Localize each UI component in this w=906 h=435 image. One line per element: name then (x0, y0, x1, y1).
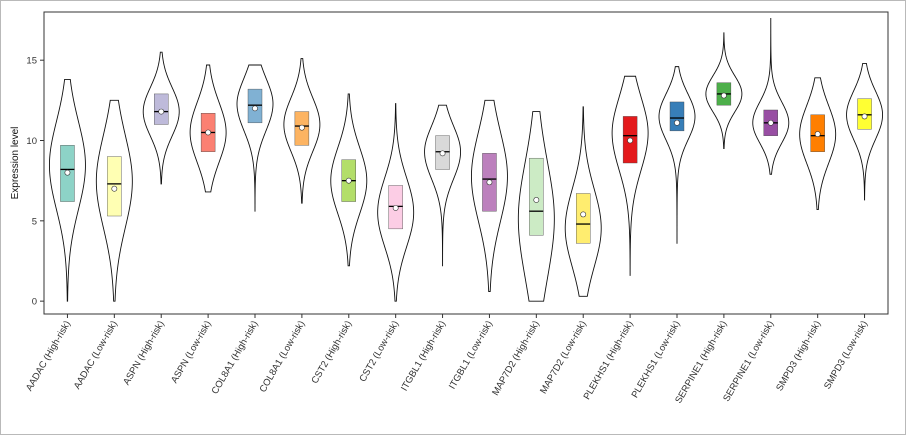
mean-point (439, 150, 446, 157)
mean-point (580, 211, 587, 218)
violin-group (799, 77, 837, 211)
violin-outline (236, 64, 274, 212)
mean-point (158, 108, 165, 115)
violin-outline (283, 58, 321, 204)
violin-outline (611, 75, 649, 276)
plot-panel (43, 11, 889, 315)
violin-outline (705, 32, 743, 149)
x-tick-label: AADAC (High-risk) (24, 319, 73, 393)
violin-outline (564, 106, 602, 297)
x-tick-label: AADAC (Low-risk) (72, 319, 120, 391)
iqr-box (669, 101, 685, 132)
violin-group (377, 103, 415, 302)
x-tick-label: ITGBL1 (High-risk) (399, 319, 448, 393)
x-tick-label: PLEKHS1 (Low-risk) (630, 319, 683, 400)
y-tick-label: 0 (32, 297, 37, 308)
x-tick-label: COL8A1 (High-risk) (210, 319, 261, 396)
violin-group (424, 104, 462, 267)
x-tick-label: SMPD3 (High-risk) (774, 319, 823, 393)
mean-point (205, 129, 212, 136)
mean-point (298, 124, 305, 131)
violin-outline (424, 104, 462, 267)
violin-group (846, 62, 884, 201)
x-tick-label: ASPN (Low-risk) (169, 319, 214, 385)
violin-group (283, 58, 321, 204)
mean-point (814, 131, 821, 137)
x-tick-label: COL8A1 (Low-risk) (258, 319, 308, 394)
violin-outline (377, 103, 415, 302)
violin-group (564, 106, 602, 297)
mean-point (533, 197, 540, 203)
mean-point (64, 169, 71, 176)
y-axis: 0 5 10 15 (26, 56, 44, 308)
violin-group (95, 99, 133, 302)
mean-point (720, 92, 727, 99)
mean-point (392, 205, 399, 211)
y-tick-label: 10 (26, 136, 37, 147)
violin-group (189, 64, 227, 193)
y-tick-label: 5 (32, 216, 37, 227)
violin-outline (658, 66, 696, 244)
x-tick-label: SERPINE1 (High-risk) (673, 319, 729, 405)
violins-layer (48, 17, 884, 302)
violin-group (330, 93, 368, 267)
violin-outline (846, 62, 884, 201)
x-tick-label: MAP7D2 (High-risk) (490, 319, 542, 398)
x-tick-label: SERPINE1 (Low-risk) (721, 319, 776, 404)
violin-outline (470, 99, 508, 292)
iqr-box (529, 157, 544, 236)
x-tick-label: ITGBL1 (Low-risk) (447, 319, 495, 391)
x-axis: AADAC (High-risk)AADAC (Low-risk) ASPN (H… (24, 314, 870, 405)
iqr-box (576, 193, 591, 244)
violin-group (611, 75, 649, 276)
mean-point (486, 179, 493, 186)
x-tick-label: SMPD3 (Low-risk) (822, 319, 870, 391)
x-tick-label: ASPN (High-risk) (121, 319, 167, 387)
violin-outline (142, 51, 180, 185)
mean-point (861, 113, 868, 120)
y-tick-label: 15 (26, 56, 37, 67)
y-axis-title: Expression level (10, 127, 21, 200)
mean-point (345, 177, 352, 184)
violin-group (142, 51, 180, 185)
x-tick-label: CST2 (Low-risk) (357, 319, 401, 384)
x-tick-label: CST2 (High-risk) (309, 319, 354, 386)
violin-outline (752, 17, 790, 175)
violin-outline (189, 64, 227, 193)
violin-group (470, 99, 508, 292)
violin-group (658, 66, 696, 244)
violin-outline (48, 79, 86, 302)
mean-point (674, 119, 680, 126)
violin-group (236, 64, 274, 212)
mean-point (111, 185, 118, 192)
violin-group (48, 79, 86, 302)
violin-group (517, 111, 555, 302)
violin-group (752, 17, 790, 175)
violin-outline (799, 77, 837, 211)
mean-point (627, 137, 634, 144)
mean-point (767, 119, 774, 126)
violin-outline (517, 111, 555, 302)
violin-outline (330, 93, 368, 267)
violin-group (705, 32, 743, 149)
x-tick-label: PLEKHS1 (High-risk) (582, 319, 636, 402)
mean-point (252, 105, 258, 112)
violin-outline (95, 99, 133, 302)
x-tick-label: MAP7D2 (Low-risk) (538, 319, 589, 396)
